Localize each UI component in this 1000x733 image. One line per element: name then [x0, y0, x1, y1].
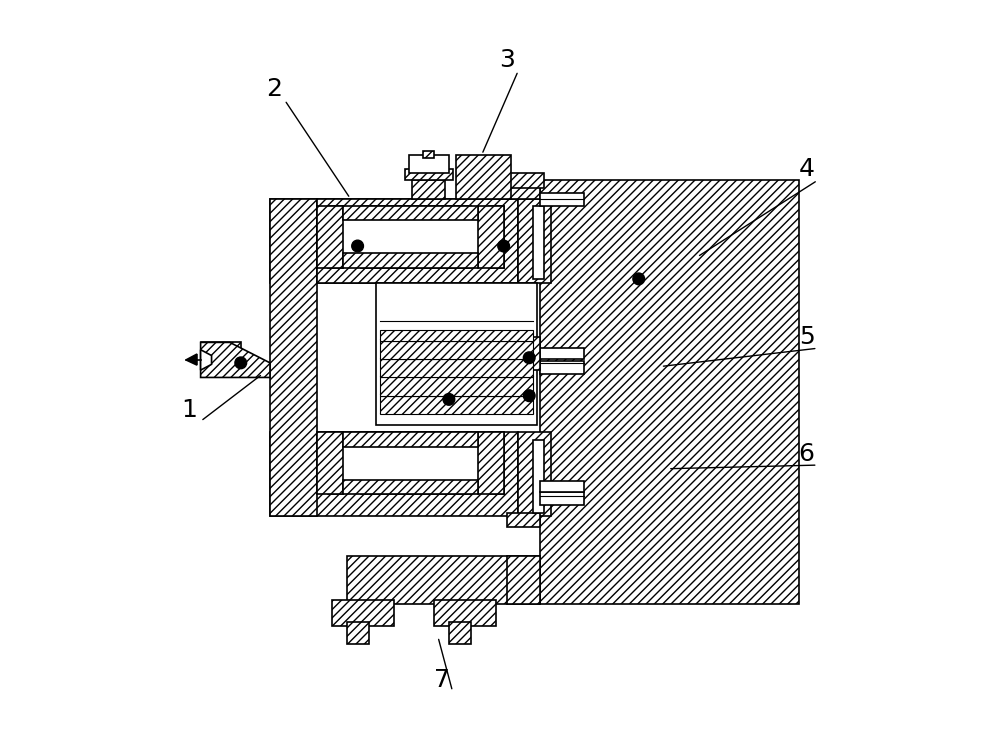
Text: 4: 4	[799, 158, 815, 181]
Bar	[343, 206, 478, 221]
Bar	[380, 330, 533, 341]
Bar	[533, 206, 544, 279]
Bar	[423, 151, 434, 158]
Bar	[380, 377, 533, 396]
Bar	[270, 199, 317, 516]
Bar	[347, 556, 540, 604]
Bar	[347, 622, 369, 644]
Bar	[478, 206, 504, 268]
Polygon shape	[328, 206, 504, 268]
Bar	[332, 600, 394, 626]
Bar	[343, 432, 478, 447]
Text: 7: 7	[434, 668, 450, 693]
Bar	[540, 361, 584, 374]
Bar	[317, 206, 343, 268]
Text: 5: 5	[799, 325, 815, 350]
Bar	[540, 348, 584, 359]
Bar	[533, 440, 544, 512]
Circle shape	[443, 394, 455, 405]
Bar	[507, 337, 540, 370]
Text: 6: 6	[799, 442, 815, 466]
Bar	[270, 199, 518, 282]
Text: 2: 2	[266, 77, 282, 101]
Circle shape	[523, 352, 535, 364]
Bar	[478, 432, 504, 494]
Polygon shape	[317, 199, 518, 282]
Bar	[405, 169, 453, 180]
Text: 1: 1	[182, 398, 198, 422]
Circle shape	[352, 240, 363, 252]
Polygon shape	[186, 354, 197, 365]
Bar	[540, 481, 584, 492]
Bar	[507, 173, 544, 188]
Bar	[380, 359, 533, 377]
Bar	[507, 512, 540, 527]
Circle shape	[235, 357, 247, 369]
Bar	[412, 180, 445, 199]
Bar	[434, 600, 496, 626]
Circle shape	[633, 273, 645, 284]
Bar	[343, 479, 478, 494]
Bar	[380, 396, 533, 414]
Bar	[540, 180, 799, 604]
Bar	[540, 193, 584, 206]
Bar	[507, 556, 540, 604]
Polygon shape	[201, 350, 212, 370]
Bar	[518, 432, 551, 516]
Bar	[409, 155, 449, 173]
Bar	[270, 432, 518, 516]
Bar	[456, 155, 511, 199]
Polygon shape	[201, 342, 270, 377]
Bar	[317, 432, 343, 494]
Bar	[380, 341, 533, 359]
Circle shape	[498, 240, 509, 252]
Bar	[343, 254, 478, 268]
Bar	[201, 342, 241, 377]
Bar	[540, 492, 584, 505]
Circle shape	[523, 390, 535, 402]
Bar	[376, 282, 537, 425]
Text: 3: 3	[499, 48, 515, 72]
Bar	[507, 184, 540, 199]
Polygon shape	[328, 432, 504, 494]
Bar	[449, 622, 471, 644]
Bar	[518, 199, 551, 282]
